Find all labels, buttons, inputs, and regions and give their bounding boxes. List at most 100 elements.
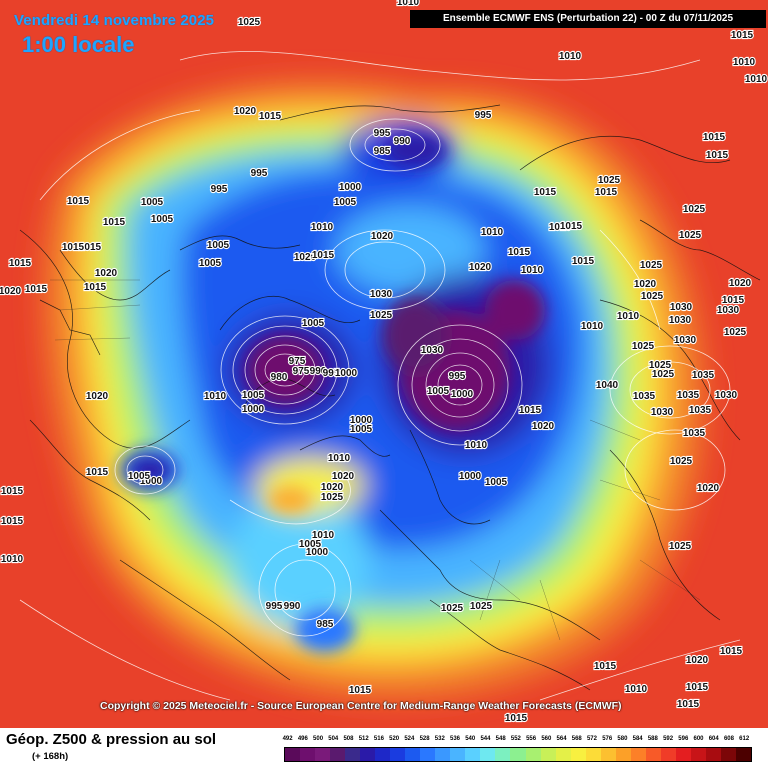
pressure-label: 1015: [703, 132, 726, 143]
pressure-label: 1030: [717, 305, 740, 316]
color-scale-labels: 492 496 500 504 508 512 516 520 524 528 532 536 540 5…: [280, 736, 752, 745]
pressure-label: 1010: [1, 554, 24, 565]
pressure-label: 1000: [140, 476, 163, 487]
scale-swatch: [480, 748, 496, 761]
scale-swatch: [405, 748, 421, 761]
pressure-label: 1005: [427, 386, 450, 397]
scale-tick-label: 512: [358, 736, 369, 742]
pressure-label: 1030: [715, 390, 738, 401]
scale-swatch: [660, 748, 676, 761]
pressure-label: 1015: [79, 242, 102, 253]
pressure-label: 1020: [686, 655, 709, 666]
pressure-label: 1025: [683, 204, 706, 215]
pressure-label: 1040: [596, 380, 619, 391]
pressure-label: 1020: [294, 252, 317, 263]
scale-tick-label: 568: [571, 736, 582, 742]
copyright-notice: Copyright © 2025 Meteociel.fr - Source E…: [100, 700, 622, 712]
scale-swatch: [420, 748, 436, 761]
scale-swatch: [525, 748, 541, 761]
pressure-label: 985: [317, 619, 334, 630]
pressure-label: 1025: [641, 291, 664, 302]
pressure-label: 1010: [311, 222, 334, 233]
pressure-label: 1005: [350, 424, 373, 435]
pressure-label: 1005: [207, 240, 230, 251]
pressure-label: 1030: [674, 335, 697, 346]
pressure-label: 1020: [371, 231, 394, 242]
pressure-label: 1015: [595, 187, 618, 198]
pressure-label: 995: [211, 184, 228, 195]
pressure-label: 1020: [332, 471, 355, 482]
pressure-label: 1015: [508, 247, 531, 258]
scale-swatch: [300, 748, 316, 761]
pressure-label: 1010: [581, 321, 604, 332]
pressure-label: 1020: [634, 279, 657, 290]
product-title: Géop. Z500 & pression au sol: [6, 731, 217, 748]
scale-tick-label: 572: [586, 736, 597, 742]
pressure-label: 1035: [692, 370, 715, 381]
scale-swatch: [450, 748, 466, 761]
pressure-label: 980: [271, 372, 288, 383]
pressure-label: 1020: [95, 268, 118, 279]
pressure-label: 1015: [103, 217, 126, 228]
pressure-label: 1010: [481, 227, 504, 238]
pressure-label: 995: [374, 128, 391, 139]
pressure-label: 1020: [697, 483, 720, 494]
pressure-label: 1000: [451, 389, 474, 400]
pressure-label: 1005: [334, 197, 357, 208]
forecast-lead-time: (+ 168h): [32, 751, 69, 762]
pressure-label: 995: [323, 368, 340, 379]
scale-swatch: [690, 748, 706, 761]
scale-tick-label: 492: [282, 736, 293, 742]
pressure-label: 1020: [321, 482, 344, 493]
pressure-label: 1020: [234, 106, 257, 117]
pressure-label: 995: [251, 168, 268, 179]
pressure-label: 990: [284, 601, 301, 612]
geopotential-field: [41, 79, 707, 702]
pressure-label: 1015: [1, 486, 24, 497]
pressure-label: 1015: [259, 111, 282, 122]
pressure-label: 1020: [532, 421, 555, 432]
model-run-label: Ensemble ECMWF ENS (Perturbation 22) - 0…: [410, 10, 766, 28]
pressure-label: 1015: [677, 699, 700, 710]
pressure-label: 1000: [459, 471, 482, 482]
pressure-label: 1010: [521, 265, 544, 276]
pressure-label: 1005: [299, 539, 322, 550]
scale-swatch: [705, 748, 721, 761]
scale-tick-label: 608: [723, 736, 734, 742]
scale-swatch: [540, 748, 556, 761]
pressure-label: 1015: [84, 282, 107, 293]
pressure-label: 1015: [560, 221, 583, 232]
pressure-label: 1015: [519, 405, 542, 416]
scale-tick-label: 516: [373, 736, 384, 742]
pressure-label: 1015: [594, 661, 617, 672]
pressure-label: 1025: [598, 175, 621, 186]
pressure-label: 1020: [0, 286, 22, 297]
pressure-label: 1025: [670, 456, 693, 467]
scale-tick-label: 504: [328, 736, 339, 742]
isobar-labels: 1025 1010 1010 1010 1020 1015 995 990 98…: [0, 0, 768, 725]
pressure-label: 1025: [441, 603, 464, 614]
pressure-label: 1000: [335, 368, 358, 379]
scale-tick-label: 544: [480, 736, 491, 742]
pressure-label: 1030: [370, 289, 393, 300]
pressure-label: 1015: [720, 646, 743, 657]
pressure-label: 1015: [706, 150, 729, 161]
scale-swatch: [315, 748, 331, 761]
pressure-label: 1025: [370, 310, 393, 321]
scale-swatch: [675, 748, 691, 761]
pressure-label: 1030: [669, 315, 692, 326]
pressure-label: 1025: [669, 541, 692, 552]
scale-tick-label: 560: [541, 736, 552, 742]
scale-swatch: [555, 748, 571, 761]
scale-tick-label: 524: [404, 736, 415, 742]
forecast-date: Vendredi 14 novembre 2025: [14, 12, 215, 29]
scale-swatch: [585, 748, 601, 761]
scale-tick-label: 564: [556, 736, 567, 742]
pressure-label: 995: [475, 110, 492, 121]
scale-swatch: [510, 748, 526, 761]
pressure-label: 1010: [397, 0, 420, 8]
pressure-label: 1005: [485, 477, 508, 488]
isobar-contours: [19, 51, 741, 701]
scale-tick-label: 548: [495, 736, 506, 742]
pressure-label: 1030: [421, 345, 444, 356]
